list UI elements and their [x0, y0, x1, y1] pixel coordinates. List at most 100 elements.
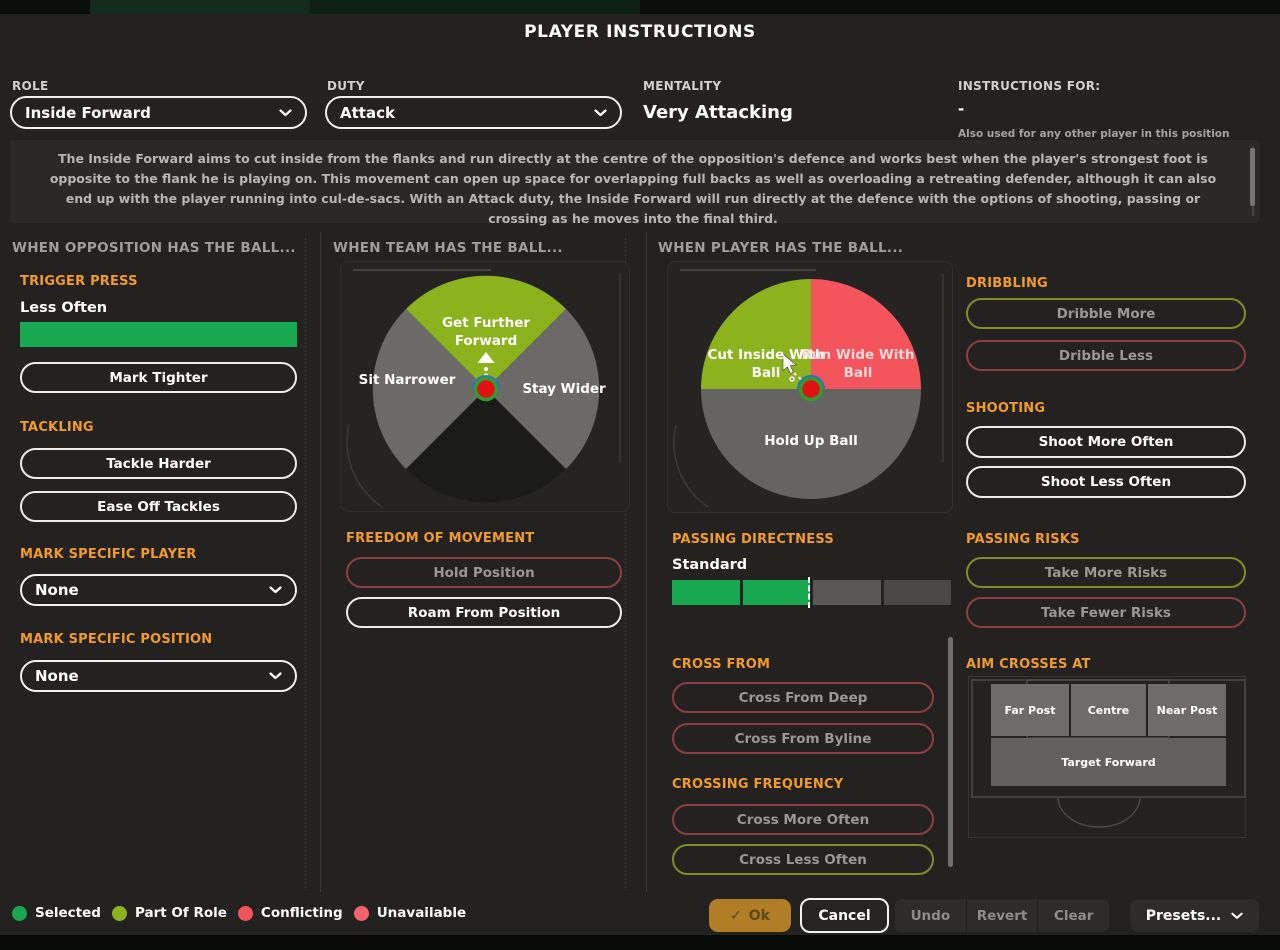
role-dropdown[interactable]: Inside Forward	[10, 96, 307, 129]
ok-button[interactable]: ✓ Ok	[709, 899, 791, 932]
dribble-more-button[interactable]: Dribble More	[966, 298, 1246, 329]
mark-specific-player-dropdown[interactable]: None	[20, 574, 297, 606]
player-ball-pie-panel: Cut Inside With Ball Run Wide With Ball …	[667, 261, 953, 513]
mark-tighter-button[interactable]: Mark Tighter	[20, 362, 297, 393]
aim-target-forward-cell[interactable]: Target Forward	[991, 738, 1226, 786]
column-scrollbar-thumb[interactable]	[948, 637, 953, 867]
dribbling-label: DRIBBLING	[966, 276, 1048, 291]
team-movement-pie	[346, 269, 621, 507]
backdrop-pitch-glimpse	[90, 0, 310, 14]
dribble-less-button[interactable]: Dribble Less	[966, 340, 1246, 371]
mark-specific-position-dropdown[interactable]: None	[20, 660, 297, 692]
column-divider-dotted	[305, 238, 306, 890]
take-fewer-risks-button[interactable]: Take Fewer Risks	[966, 597, 1246, 628]
column-divider-dotted	[625, 238, 626, 890]
take-more-risks-button[interactable]: Take More Risks	[966, 557, 1246, 588]
page-title: PLAYER INSTRUCTIONS	[524, 22, 756, 42]
pie-wedge-get-further-forward[interactable]	[406, 275, 566, 389]
unavailable-dot-icon	[353, 905, 369, 921]
tackle-harder-button[interactable]: Tackle Harder	[20, 448, 297, 479]
conflicting-dot-icon	[237, 905, 253, 921]
trigger-press-bar[interactable]	[20, 322, 297, 347]
legend-part-of-role-label: Part Of Role	[134, 905, 227, 921]
clear-button[interactable]: Clear	[1037, 899, 1109, 932]
check-icon: ✓	[730, 907, 742, 924]
duty-dropdown[interactable]: Attack	[325, 96, 622, 129]
mentality-value: Very Attacking	[643, 102, 793, 123]
legend-selected-label: Selected	[35, 905, 101, 921]
cursor-trail	[793, 372, 806, 384]
freedom-of-movement-label: FREEDOM OF MOVEMENT	[346, 531, 535, 546]
legend-unavailable-label: Unavailable	[376, 905, 467, 921]
aim-far-post-cell[interactable]: Far Post	[991, 684, 1069, 736]
revert-button[interactable]: Revert	[965, 899, 1038, 932]
shoot-less-often-button[interactable]: Shoot Less Often	[966, 466, 1246, 498]
cross-more-often-button[interactable]: Cross More Often	[672, 804, 934, 835]
role-description-panel: The Inside Forward aims to cut inside fr…	[10, 140, 1260, 226]
chevron-down-icon	[269, 586, 282, 594]
tackling-label: TACKLING	[20, 420, 94, 435]
pie-label-cut-inside: Cut Inside With Ball	[707, 347, 825, 381]
description-scrollbar-thumb[interactable]	[1250, 148, 1255, 206]
opposition-column-heading: WHEN OPPOSITION HAS THE BALL...	[12, 240, 296, 256]
cancel-button[interactable]: Cancel	[800, 898, 889, 933]
cross-from-deep-button[interactable]: Cross From Deep	[672, 682, 934, 713]
part-of-role-dot-icon	[111, 905, 127, 921]
instructions-for-label: INSTRUCTIONS FOR:	[958, 79, 1101, 93]
pie-wedge-unavailable-bottom	[406, 389, 566, 503]
undo-button[interactable]: Undo	[910, 907, 951, 924]
passing-risks-label: PASSING RISKS	[966, 532, 1080, 547]
player-ball-pie	[673, 269, 944, 508]
legend-conflicting-label: Conflicting	[260, 905, 343, 921]
pie-wedge-run-wide[interactable]	[811, 279, 921, 389]
selected-dot-icon	[12, 905, 27, 921]
trigger-press-value: Less Often	[20, 300, 108, 316]
arrow-up-icon	[477, 352, 495, 363]
role-description-text: The Inside Forward aims to cut inside fr…	[49, 151, 1217, 226]
mark-specific-position-label: MARK SPECIFIC POSITION	[20, 632, 213, 647]
mouse-cursor-icon	[782, 353, 797, 374]
pie-wedge-hold-up-ball[interactable]	[701, 389, 921, 499]
mentality-label: MENTALITY	[643, 79, 722, 93]
column-divider	[646, 232, 647, 892]
pie-wedge-stay-wider[interactable]	[486, 309, 600, 469]
hold-position-button[interactable]: Hold Position	[346, 557, 622, 588]
roam-from-position-button[interactable]: Roam From Position	[346, 597, 622, 628]
player-column-heading: WHEN PLAYER HAS THE BALL...	[658, 240, 904, 256]
aim-crosses-pitch: Far Post Centre Near Post Target Forward	[968, 676, 1246, 838]
pie-label-run-wide: Run Wide With Ball	[801, 347, 915, 381]
pie-wedge-sit-narrower[interactable]	[372, 309, 486, 469]
aim-crosses-at-label: AIM CROSSES AT	[966, 657, 1091, 672]
chevron-down-icon	[279, 108, 292, 116]
column-divider	[320, 232, 321, 892]
trigger-press-label: TRIGGER PRESS	[20, 274, 138, 289]
passing-directness-slider[interactable]	[672, 580, 951, 605]
status-legend: Selected Part Of Role Conflicting Unavai…	[12, 905, 477, 921]
mark-specific-position-value: None	[35, 667, 79, 685]
crossing-frequency-label: CROSSING FREQUENCY	[672, 777, 844, 792]
role-value: Inside Forward	[25, 103, 151, 122]
cross-from-byline-button[interactable]: Cross From Byline	[672, 723, 934, 754]
shoot-more-often-button[interactable]: Shoot More Often	[966, 426, 1246, 458]
chevron-down-icon	[1231, 912, 1243, 919]
penalty-arc-line	[1057, 796, 1141, 828]
player-instructions-dialog: PLAYER INSTRUCTIONS ROLE Inside Forward …	[0, 14, 1280, 935]
backdrop-pitch-glimpse-2	[310, 0, 640, 14]
history-button-group: Undo Revert Clear	[895, 899, 1109, 932]
cross-from-label: CROSS FROM	[672, 657, 771, 672]
window-backdrop	[0, 0, 1280, 14]
ease-off-tackles-button[interactable]: Ease Off Tackles	[20, 491, 297, 522]
duty-label: DUTY	[327, 79, 365, 93]
aim-near-post-cell[interactable]: Near Post	[1148, 684, 1226, 736]
passing-directness-label: PASSING DIRECTNESS	[672, 532, 834, 547]
role-label: ROLE	[12, 79, 49, 93]
presets-button[interactable]: Presets...	[1130, 899, 1259, 932]
cross-less-often-button[interactable]: Cross Less Often	[672, 844, 934, 875]
aim-centre-cell[interactable]: Centre	[1071, 684, 1146, 736]
player-position-marker	[798, 376, 824, 402]
pie-label-sit-narrower: Sit Narrower	[358, 372, 456, 388]
player-marker-arc	[472, 375, 500, 390]
instructions-for-note: Also used for any other player in this p…	[958, 128, 1230, 140]
team-column-heading: WHEN TEAM HAS THE BALL...	[333, 240, 563, 256]
